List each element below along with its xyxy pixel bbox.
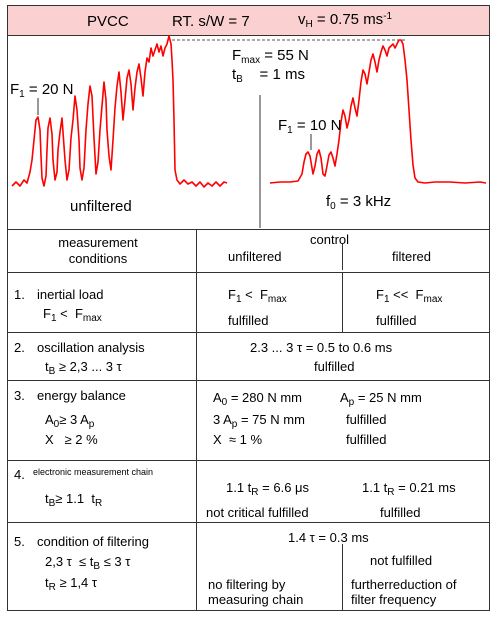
- filtered-header: filtered: [392, 249, 432, 264]
- row3-x: X ≈ 1 %: [213, 432, 263, 447]
- row5-unfiltered-status: no filtering by measuring chain: [208, 577, 304, 607]
- row2-value: 2.3 ... 3 τ = 0.5 to 0.6 ms: [250, 340, 393, 355]
- row5-divider: [342, 544, 343, 611]
- header-ratio: RT. s/W = 7: [172, 13, 250, 30]
- row5-filtered-status: furtherreduction of filter frequency: [351, 577, 457, 607]
- f0-label: f0 = 3 kHz: [326, 193, 392, 212]
- row5-title: condition of filtering: [37, 534, 150, 549]
- row4-unfiltered-status: not critical fulfilled: [206, 505, 309, 520]
- row4-unfiltered-value: 1.1 tR = 6.6 μs: [226, 480, 310, 498]
- conditions-header: measurement conditions: [58, 235, 138, 266]
- row5-formula-2: tR ≥ 1,4 τ: [45, 575, 98, 593]
- unfiltered-trace: [11, 35, 228, 188]
- row4-number: 4.: [14, 467, 25, 482]
- left-caption: unfiltered: [70, 198, 132, 215]
- row2-title: oscillation analysis: [37, 340, 145, 355]
- row1-filtered-relation: F1 << Fmax: [376, 287, 443, 305]
- fmax-label: Fmax = 55 N: [232, 47, 309, 66]
- row2-status: fulfilled: [314, 359, 355, 374]
- row4-title: electronic measurement chain: [33, 467, 154, 477]
- row4-formula: tB≥ 1.1 tR: [45, 491, 103, 509]
- right-f1-label: F1 = 10 N: [278, 117, 342, 136]
- header-title: PVCC: [87, 13, 129, 30]
- row3-three-ap: 3 Ap = 75 N mm: [213, 412, 305, 430]
- row5-formula-1: 2,3 τ ≤ tB ≤ 3 τ: [45, 554, 131, 572]
- row-rule-5: [7, 522, 490, 523]
- row1-number: 1.: [14, 287, 25, 302]
- row1-formula: F1 < Fmax: [43, 306, 102, 324]
- filtered-trace: [269, 39, 487, 184]
- row4-filtered-status: fulfilled: [380, 505, 421, 520]
- row3-a0: A0 = 280 N mm: [213, 390, 303, 408]
- row3-status-1: fulfilled: [346, 412, 387, 427]
- row-rule-1: [7, 272, 490, 273]
- row3-formula-1: A0≥ 3 Ap: [45, 412, 95, 430]
- row5-filtered-top: not fulfilled: [370, 553, 433, 568]
- row1-filtered-status: fulfilled: [376, 313, 417, 328]
- left-f1-label: F1 = 20 N: [10, 81, 74, 100]
- header-bar: [7, 5, 490, 36]
- tb-label: tB = 1 ms: [232, 66, 305, 85]
- row1-unfiltered-relation: F1 < Fmax: [228, 287, 287, 305]
- row3-ap: Ap = 25 N mm: [340, 390, 422, 408]
- row-rule-2: [7, 332, 490, 333]
- row-rule-3: [7, 380, 490, 381]
- row5-number: 5.: [14, 534, 25, 549]
- column-divider: [196, 229, 197, 611]
- row4-filtered-value: 1.1 tR = 0.21 ms: [362, 480, 456, 498]
- header-velocity: vH = 0.75 ms-1: [298, 11, 393, 30]
- row1-unfiltered-status: fulfilled: [228, 313, 269, 328]
- unfiltered-header: unfiltered: [228, 249, 282, 264]
- row2-number: 2.: [14, 340, 25, 355]
- row1-title: inertial load: [37, 287, 104, 302]
- row3-formula-2: X ≥ 2 %: [45, 432, 98, 447]
- row5-value: 1.4 τ = 0.3 ms: [288, 530, 369, 545]
- row3-number: 3.: [14, 388, 25, 403]
- row3-status-2: fulfilled: [346, 432, 387, 447]
- row-rule-4: [7, 460, 490, 461]
- table-top-rule: [7, 229, 490, 230]
- control-header: control: [310, 232, 350, 247]
- row3-title: energy balance: [37, 388, 126, 403]
- row2-formula: tB ≥ 2,3 ... 3 τ: [45, 359, 122, 377]
- subhead-divider: [342, 244, 343, 270]
- row1-divider: [342, 272, 343, 332]
